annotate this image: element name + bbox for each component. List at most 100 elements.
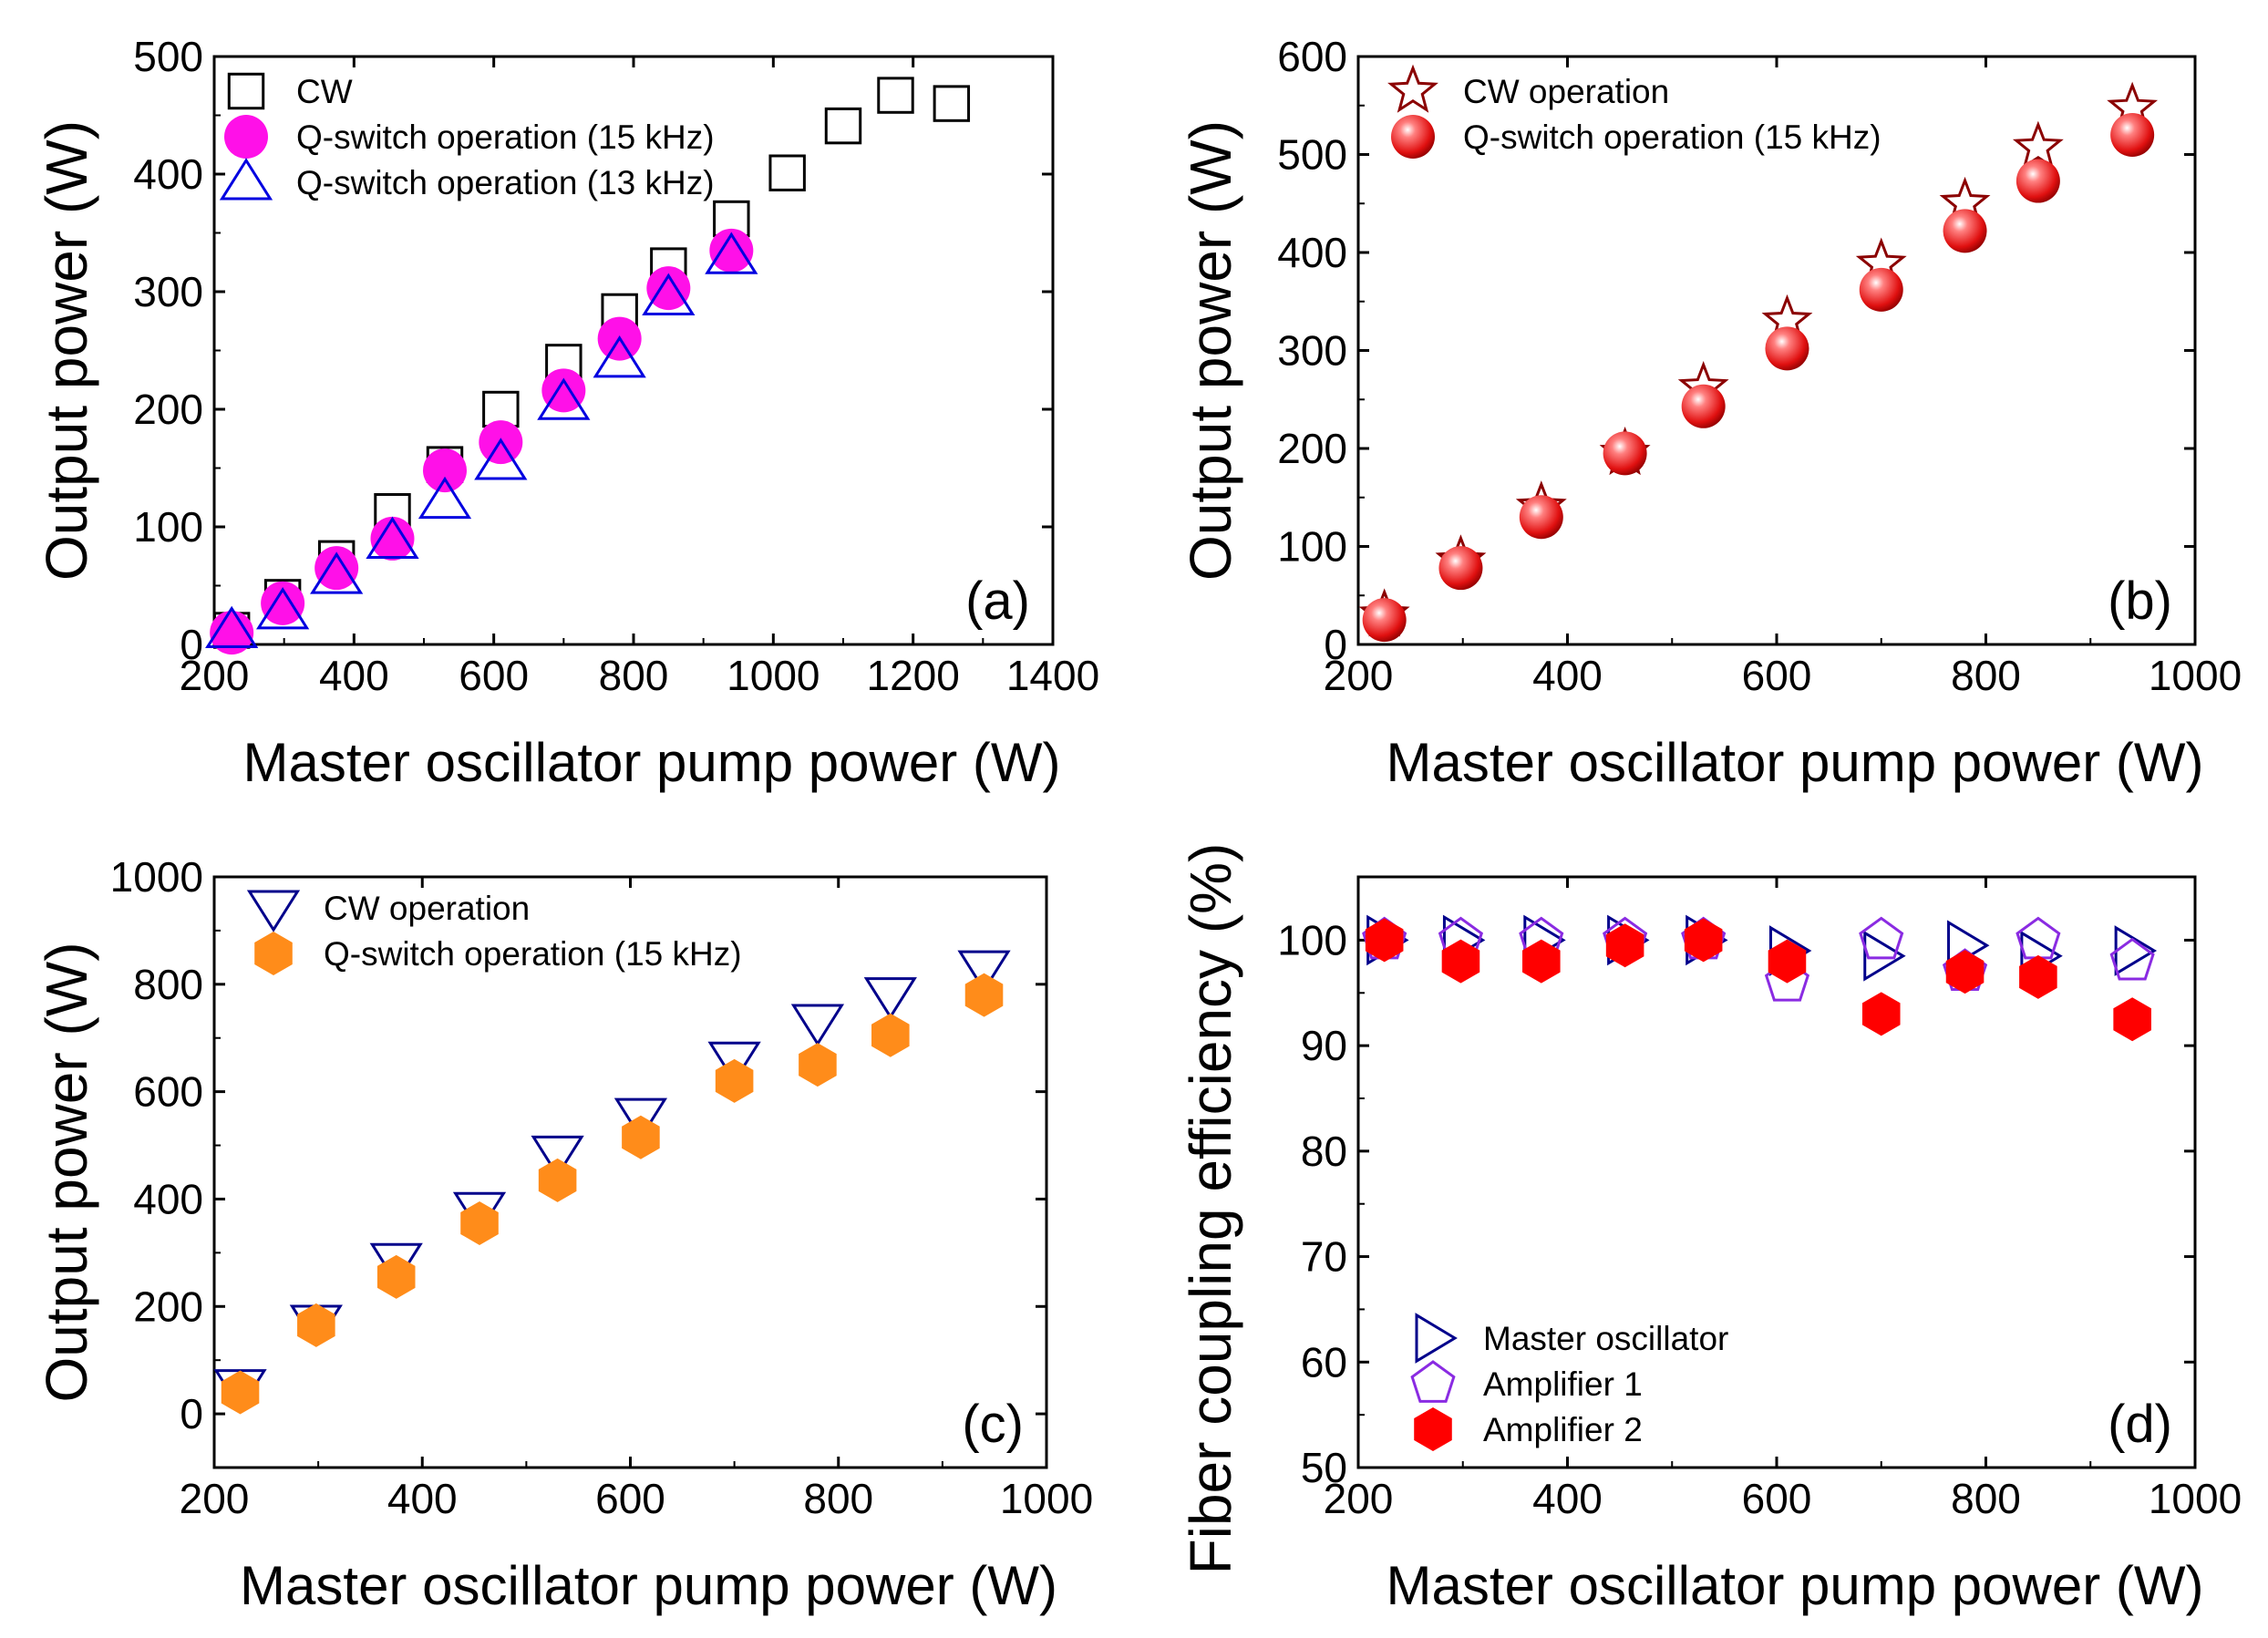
legend-marker — [227, 72, 265, 110]
y-tick-label: 70 — [1301, 1233, 1347, 1281]
y-tick-label: 300 — [1277, 327, 1347, 375]
panel-a: 200 400 600 800 1000 1200 1400 0 100 200 300 400 500… — [34, 33, 1099, 793]
data-point — [877, 77, 914, 114]
series-2 — [221, 973, 1004, 1415]
data-point — [1365, 918, 1404, 963]
y-tick-label: 200 — [133, 1283, 203, 1330]
x-tick-label: 600 — [1742, 1475, 1812, 1522]
y-tick-label: 60 — [1301, 1338, 1347, 1386]
data-point — [537, 377, 591, 420]
data-point — [531, 1135, 584, 1179]
y-tick-label: 100 — [133, 503, 203, 551]
y-tick-label: 100 — [1277, 916, 1347, 963]
y-tick-label: 500 — [1277, 131, 1347, 179]
data-point — [418, 476, 472, 520]
data-point — [2015, 916, 2061, 960]
data-point — [964, 973, 1004, 1017]
x-tick-label: 400 — [387, 1475, 458, 1522]
y-tick-label: 80 — [1301, 1128, 1347, 1175]
data-point — [221, 1370, 260, 1415]
data-point — [538, 1158, 577, 1202]
x-tick-label: 400 — [1532, 652, 1603, 699]
data-point — [709, 228, 754, 273]
data-point — [541, 368, 586, 413]
y-tick-label: 600 — [1277, 33, 1347, 80]
data-point — [370, 516, 415, 561]
legend-entry: CW operation — [324, 890, 530, 927]
data-point — [593, 335, 646, 378]
x-axis-label: Master oscillator pump power (W) — [1387, 1555, 2204, 1616]
x-tick-label: 1000 — [2149, 1475, 2242, 1522]
x-tick-label: 1200 — [866, 652, 959, 699]
y-axis-label: Output power (W) — [34, 120, 99, 581]
legend-entry: Q-switch operation (15 kHz) — [296, 118, 715, 156]
x-tick-label: 1000 — [727, 652, 820, 699]
y-tick-label: 400 — [133, 150, 203, 198]
x-tick-label: 200 — [1324, 652, 1394, 699]
data-point — [715, 1058, 754, 1103]
data-point — [1522, 939, 1561, 984]
series-2 — [210, 228, 754, 655]
data-point — [1768, 939, 1807, 984]
legend-marker — [254, 932, 293, 975]
y-tick-label: 0 — [180, 621, 203, 668]
x-tick-label: 800 — [1951, 1475, 2021, 1522]
x-tick-label: 800 — [1951, 652, 2021, 699]
data-point — [871, 1013, 910, 1057]
y-tick-label: 1000 — [110, 853, 203, 901]
legend: CW operation Q-switch operation (15 kHz) — [1387, 64, 1881, 159]
legend: CW Q-switch operation (15 kHz) Q-switch op… — [219, 72, 715, 201]
data-point — [1603, 431, 1647, 476]
y-tick-label: 300 — [133, 268, 203, 315]
y-tick-label: 500 — [133, 33, 203, 80]
data-point — [297, 1303, 335, 1347]
y-tick-label: 400 — [133, 1175, 203, 1222]
x-tick-label: 1400 — [1006, 652, 1099, 699]
legend-entry: Q-switch operation (15 kHz) — [324, 935, 742, 973]
data-point — [205, 605, 259, 649]
legend-marker — [224, 115, 268, 159]
data-point — [707, 1041, 761, 1085]
y-tick-label: 50 — [1301, 1444, 1347, 1491]
x-tick-label: 200 — [180, 1475, 250, 1522]
legend-entry: CW operation — [1463, 73, 1669, 110]
y-tick-label: 200 — [1277, 425, 1347, 472]
data-point — [366, 516, 419, 559]
legend-entry: Q-switch operation (15 kHz) — [1463, 118, 1881, 156]
data-point — [310, 551, 364, 594]
x-tick-label: 400 — [319, 652, 389, 699]
panel-label: (b) — [2108, 572, 2172, 631]
x-tick-label: 1000 — [2149, 652, 2242, 699]
y-tick-label: 800 — [133, 961, 203, 1008]
data-point — [1519, 495, 1563, 540]
x-tick-label: 600 — [1742, 652, 1812, 699]
data-point — [460, 1200, 499, 1245]
data-point — [1362, 598, 1407, 643]
series-2 — [1362, 113, 2155, 643]
y-tick-label: 100 — [1277, 523, 1347, 571]
data-point — [314, 546, 359, 591]
x-tick-label: 800 — [803, 1475, 873, 1522]
data-point — [613, 1097, 668, 1140]
data-point — [2109, 937, 2155, 981]
data-point — [261, 581, 305, 625]
x-tick-label: 200 — [180, 652, 250, 699]
data-point — [256, 587, 310, 630]
legend-entry: Amplifier 1 — [1483, 1365, 1643, 1403]
data-point — [2019, 954, 2057, 999]
data-point — [1859, 267, 1903, 312]
data-point — [1605, 923, 1644, 968]
y-tick-label: 600 — [133, 1068, 203, 1116]
y-axis-label: Output power (W) — [34, 942, 99, 1402]
legend-entry: Amplifier 2 — [1483, 1411, 1643, 1448]
x-tick-label: 600 — [595, 1475, 665, 1522]
data-point — [2113, 997, 2151, 1042]
data-point — [2012, 120, 2064, 170]
data-point — [1681, 384, 1726, 428]
x-tick-label: 1000 — [1000, 1475, 1093, 1522]
x-tick-label: 600 — [459, 652, 529, 699]
data-point — [1441, 939, 1480, 984]
data-point — [1859, 916, 1904, 960]
x-tick-label: 200 — [1324, 1475, 1394, 1522]
y-tick-label: 0 — [1324, 621, 1347, 668]
